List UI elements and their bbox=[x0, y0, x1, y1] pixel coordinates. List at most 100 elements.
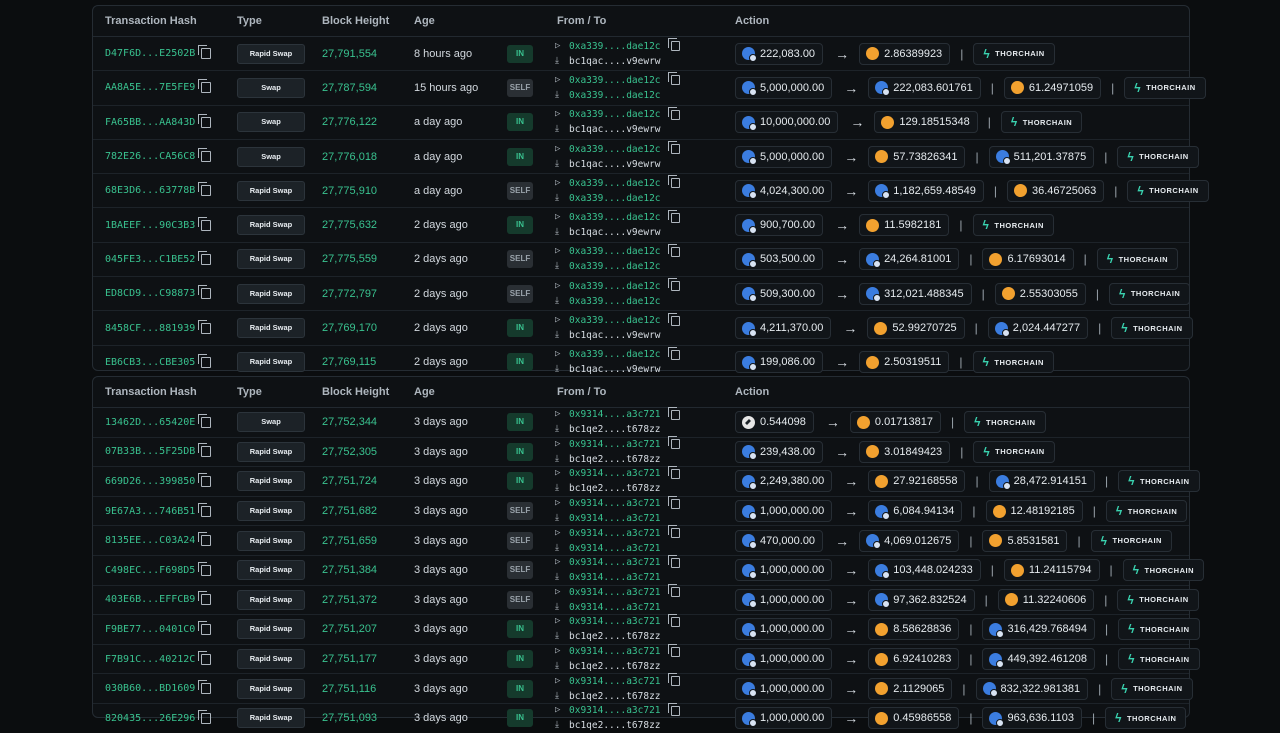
block-height-link[interactable]: 27,775,559 bbox=[322, 253, 378, 266]
thorchain-badge[interactable]: ϟ THORCHAIN bbox=[972, 351, 1054, 374]
block-height-link[interactable]: 27,776,122 bbox=[322, 116, 378, 129]
block-height-link[interactable]: 27,769,115 bbox=[322, 356, 377, 369]
block-height-link[interactable]: 27,752,305 bbox=[322, 445, 378, 458]
thorchain-badge[interactable]: ϟ THORCHAIN bbox=[972, 214, 1054, 237]
block-height-link[interactable]: 27,751,372 bbox=[322, 593, 378, 606]
asset-amount-chip[interactable]: 1,000,000.00 bbox=[735, 559, 833, 582]
tx-hash-link[interactable]: F7B91C...40212C bbox=[105, 653, 196, 665]
to-address[interactable]: bc1qe2....t678zz bbox=[569, 631, 661, 643]
to-address[interactable]: bc1qac....v9ewrw bbox=[569, 364, 661, 376]
to-address[interactable]: 0xa339....dae12c bbox=[569, 192, 661, 204]
asset-amount-chip[interactable]: 316,429.768494 bbox=[982, 618, 1096, 641]
thorchain-badge[interactable]: ϟ THORCHAIN bbox=[973, 440, 1055, 463]
tx-hash-link[interactable]: FA65BB...AA843D bbox=[105, 116, 196, 128]
asset-amount-chip[interactable]: 97,362.832524 bbox=[868, 588, 975, 611]
block-height-link[interactable]: 27,751,724 bbox=[322, 475, 378, 488]
block-height-link[interactable]: 27,752,344 bbox=[322, 416, 378, 429]
copy-icon[interactable] bbox=[667, 209, 680, 223]
from-address[interactable]: 0x9314....a3c721 bbox=[569, 557, 661, 569]
to-address[interactable]: bc1qac....v9ewrw bbox=[569, 158, 661, 170]
asset-amount-chip[interactable]: 11.5982181 bbox=[859, 214, 950, 237]
tx-hash-link[interactable]: 07B33B...5F25DB bbox=[105, 446, 196, 458]
thorchain-badge[interactable]: ϟ THORCHAIN bbox=[964, 411, 1046, 434]
asset-amount-chip[interactable]: 1,000,000.00 bbox=[735, 648, 833, 671]
asset-amount-chip[interactable]: 1,000,000.00 bbox=[735, 500, 833, 523]
from-address[interactable]: 0x9314....a3c721 bbox=[569, 409, 661, 421]
to-address[interactable]: 0x9314....a3c721 bbox=[569, 572, 661, 584]
copy-icon[interactable] bbox=[667, 525, 680, 539]
thorchain-badge[interactable]: ϟ THORCHAIN bbox=[1090, 529, 1172, 552]
copy-icon[interactable] bbox=[198, 650, 212, 665]
from-address[interactable]: 0x9314....a3c721 bbox=[569, 646, 661, 658]
asset-amount-chip[interactable]: 0.544098 bbox=[735, 411, 814, 434]
tx-hash-link[interactable]: 403E6B...EFFCB9 bbox=[105, 594, 196, 606]
thorchain-badge[interactable]: ϟ THORCHAIN bbox=[1118, 470, 1200, 493]
thorchain-badge[interactable]: ϟ THORCHAIN bbox=[1105, 707, 1187, 730]
tx-hash-link[interactable]: EB6CB3...CBE305 bbox=[105, 356, 196, 368]
asset-amount-chip[interactable]: 5.8531581 bbox=[982, 529, 1068, 552]
asset-amount-chip[interactable]: 511,201.37875 bbox=[988, 145, 1095, 168]
to-address[interactable]: 0x9314....a3c721 bbox=[569, 601, 661, 613]
tx-hash-link[interactable]: 13462D...65420E bbox=[105, 416, 196, 428]
block-height-link[interactable]: 27,751,682 bbox=[322, 505, 378, 518]
to-address[interactable]: bc1qe2....t678zz bbox=[569, 661, 661, 673]
copy-icon[interactable] bbox=[667, 436, 680, 450]
asset-amount-chip[interactable]: 1,000,000.00 bbox=[735, 707, 833, 730]
thorchain-badge[interactable]: ϟ THORCHAIN bbox=[973, 42, 1055, 65]
copy-icon[interactable] bbox=[198, 620, 212, 635]
block-height-link[interactable]: 27,751,207 bbox=[322, 623, 378, 636]
asset-amount-chip[interactable]: 312,021.488345 bbox=[859, 282, 972, 305]
tx-hash-link[interactable]: 669D26...399850 bbox=[105, 475, 196, 487]
asset-amount-chip[interactable]: 5,000,000.00 bbox=[735, 76, 833, 99]
copy-icon[interactable] bbox=[198, 561, 212, 576]
copy-icon[interactable] bbox=[667, 38, 680, 52]
copy-icon[interactable] bbox=[667, 175, 680, 189]
from-address[interactable]: 0xa339....dae12c bbox=[569, 349, 661, 361]
asset-amount-chip[interactable]: 12.48192185 bbox=[985, 500, 1083, 523]
asset-amount-chip[interactable]: 8.58628836 bbox=[868, 618, 960, 641]
copy-icon[interactable] bbox=[667, 613, 680, 627]
block-height-link[interactable]: 27,769,170 bbox=[322, 322, 378, 335]
copy-icon[interactable] bbox=[198, 250, 212, 265]
from-address[interactable]: 0xa339....dae12c bbox=[569, 315, 661, 327]
copy-icon[interactable] bbox=[198, 472, 212, 487]
asset-amount-chip[interactable]: 0.01713817 bbox=[849, 411, 942, 434]
from-address[interactable]: 0xa339....dae12c bbox=[569, 177, 661, 189]
from-address[interactable]: 0x9314....a3c721 bbox=[569, 675, 661, 687]
asset-amount-chip[interactable]: 470,000.00 bbox=[735, 529, 824, 552]
block-height-link[interactable]: 27,751,177 bbox=[322, 653, 378, 666]
block-height-link[interactable]: 27,775,910 bbox=[322, 184, 378, 197]
tx-hash-link[interactable]: C498EC...F698D5 bbox=[105, 564, 196, 576]
copy-icon[interactable] bbox=[198, 113, 212, 128]
to-address[interactable]: bc1qe2....t678zz bbox=[569, 453, 661, 465]
to-address[interactable]: bc1qac....v9ewrw bbox=[569, 227, 661, 239]
asset-amount-chip[interactable]: 2.50319511 bbox=[859, 351, 950, 374]
asset-amount-chip[interactable]: 2,024.447277 bbox=[987, 317, 1089, 340]
asset-amount-chip[interactable]: 6.17693014 bbox=[982, 248, 1074, 271]
copy-icon[interactable] bbox=[198, 148, 212, 163]
copy-icon[interactable] bbox=[198, 680, 212, 695]
from-address[interactable]: 0xa339....dae12c bbox=[569, 74, 661, 86]
asset-amount-chip[interactable]: 199,086.00 bbox=[735, 351, 824, 374]
thorchain-badge[interactable]: ϟ THORCHAIN bbox=[1117, 588, 1199, 611]
thorchain-badge[interactable]: ϟ THORCHAIN bbox=[1108, 282, 1191, 305]
copy-icon[interactable] bbox=[198, 45, 212, 60]
tx-hash-link[interactable]: AA8A5E...7E5FE9 bbox=[105, 82, 196, 94]
from-address[interactable]: 0xa339....dae12c bbox=[569, 280, 661, 292]
thorchain-badge[interactable]: ϟ THORCHAIN bbox=[1105, 500, 1188, 523]
copy-icon[interactable] bbox=[667, 346, 680, 360]
block-height-link[interactable]: 27,776,018 bbox=[322, 150, 378, 163]
copy-icon[interactable] bbox=[198, 319, 212, 334]
to-address[interactable]: bc1qe2....t678zz bbox=[569, 720, 661, 732]
from-address[interactable]: 0x9314....a3c721 bbox=[569, 468, 661, 480]
asset-amount-chip[interactable]: 1,000,000.00 bbox=[735, 588, 833, 611]
tx-hash-link[interactable]: D47F6D...E2502B bbox=[105, 48, 196, 60]
asset-amount-chip[interactable]: 6,084.94134 bbox=[868, 500, 963, 523]
asset-amount-chip[interactable]: 222,083.00 bbox=[735, 42, 824, 65]
from-address[interactable]: 0xa339....dae12c bbox=[569, 143, 661, 155]
block-height-link[interactable]: 27,751,384 bbox=[322, 564, 378, 577]
to-address[interactable]: bc1qe2....t678zz bbox=[569, 690, 661, 702]
block-height-link[interactable]: 27,787,594 bbox=[322, 81, 378, 94]
block-height-link[interactable]: 27,772,797 bbox=[322, 287, 378, 300]
copy-icon[interactable] bbox=[667, 406, 680, 420]
